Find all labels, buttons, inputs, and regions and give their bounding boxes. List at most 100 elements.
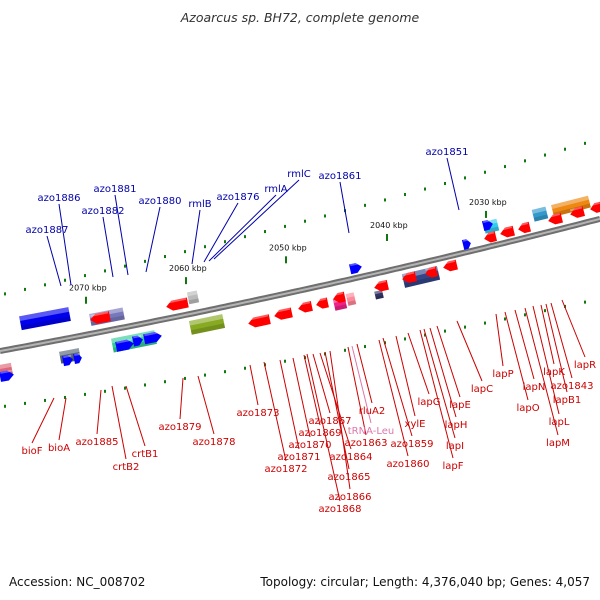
gene-label: azo1872 (265, 464, 308, 475)
label-leader (102, 216, 114, 278)
genome-backbone (0, 215, 600, 354)
label-leader (436, 325, 461, 398)
label-leader (550, 302, 573, 379)
reverse-gene-arrow (500, 225, 515, 238)
label-leader (213, 179, 300, 260)
gene-label: azo1859 (391, 439, 434, 450)
forward-gene-arrow (481, 219, 493, 231)
label-leader (429, 327, 457, 418)
major-tick (85, 296, 87, 304)
feature-block (374, 289, 384, 300)
label-leader (125, 385, 146, 447)
tick-dot-top (24, 287, 26, 291)
gene-label: rluA2 (359, 406, 385, 417)
gene-label: azo1878 (193, 437, 236, 448)
tick-dot-bottom (424, 333, 426, 337)
tick-dot-bottom (84, 392, 86, 396)
reverse-gene-arrow (548, 212, 564, 225)
label-leader (495, 313, 504, 367)
label-leader (324, 351, 350, 470)
tick-dot-bottom (464, 325, 466, 329)
label-leader (31, 397, 55, 444)
tick-dot-top (284, 224, 286, 228)
label-leader (419, 329, 454, 459)
tick-dot-top (104, 269, 106, 273)
forward-gene-arrow (73, 353, 82, 365)
tick-dot-bottom (404, 337, 406, 341)
label-leader (249, 364, 259, 406)
reverse-gene-arrow (274, 307, 293, 320)
label-leader (197, 375, 215, 435)
label-leader (263, 361, 287, 462)
gene-label: azo1887 (26, 225, 69, 236)
tick-dot-top (364, 203, 366, 207)
tick-dot-top (384, 198, 386, 202)
gene-label: azo1879 (159, 422, 202, 433)
tick-dot-top (84, 274, 86, 278)
label-leader (208, 194, 277, 262)
feature-block (188, 314, 226, 335)
gene-label: azo1865 (328, 472, 371, 483)
gene-label: lapP (492, 369, 513, 380)
tick-dot-bottom (384, 341, 386, 345)
tick-label: 2050 kbp (269, 243, 307, 252)
tick-label: 2040 kbp (370, 221, 408, 230)
label-leader (312, 353, 331, 414)
tick-dot-top (304, 219, 306, 223)
label-leader (111, 385, 127, 460)
tick-dot-bottom (224, 370, 226, 374)
label-leader (423, 328, 456, 439)
label-leader (514, 309, 535, 380)
tick-dot-top (404, 193, 406, 197)
forward-gene-arrow (0, 370, 14, 382)
reverse-gene-arrow (402, 271, 417, 283)
gene-label: azo1882 (82, 206, 125, 217)
reverse-gene-arrow (333, 291, 346, 303)
tick-dot-bottom (124, 386, 126, 390)
gene-label: azo1870 (289, 440, 332, 451)
reverse-gene-arrow (90, 311, 111, 324)
label-leader (306, 353, 341, 502)
major-tick (285, 256, 287, 264)
gene-label: lapC (471, 384, 493, 395)
tick-dot-bottom (284, 359, 286, 363)
reverse-gene-arrow (518, 221, 532, 234)
tick-dot-bottom (104, 389, 106, 393)
feature-block (186, 290, 200, 305)
forward-gene-arrow (349, 262, 362, 275)
tick-dot-top (164, 255, 166, 259)
gene-label: lapN (523, 382, 546, 393)
label-leader (532, 305, 560, 415)
reverse-gene-arrow (298, 301, 313, 313)
tick-dot-top (264, 230, 266, 234)
label-leaders (31, 157, 586, 502)
tick-dot-top (324, 214, 326, 218)
tick-dot-bottom (444, 329, 446, 333)
label-leader (561, 299, 586, 358)
label-leader (347, 346, 367, 436)
tick-dot-top (184, 250, 186, 254)
reverse-gene-arrow (484, 231, 498, 243)
gene-label: azo1871 (278, 452, 321, 463)
gene-label: lapI (446, 441, 464, 452)
gene-label: rmlC (287, 169, 310, 180)
label-leader (395, 335, 416, 417)
major-tick (485, 210, 487, 218)
label-leader (96, 389, 102, 435)
tick-dot-top (444, 181, 446, 185)
tick-dot-top (524, 159, 526, 163)
tick-label: 2030 kbp (469, 198, 507, 207)
gene-features (0, 201, 600, 382)
label-leader (540, 304, 555, 365)
gene-label: azo1881 (94, 184, 137, 195)
tick-dot-bottom (204, 373, 206, 377)
label-leader (456, 320, 483, 382)
tick-dot-bottom (364, 345, 366, 349)
gene-label: azo1873 (237, 408, 280, 419)
label-leader (145, 206, 161, 273)
tick-dot-bottom (584, 300, 586, 304)
gene-label: lapR (574, 360, 596, 371)
tick-dot-bottom (44, 398, 46, 402)
label-leader (446, 157, 460, 211)
